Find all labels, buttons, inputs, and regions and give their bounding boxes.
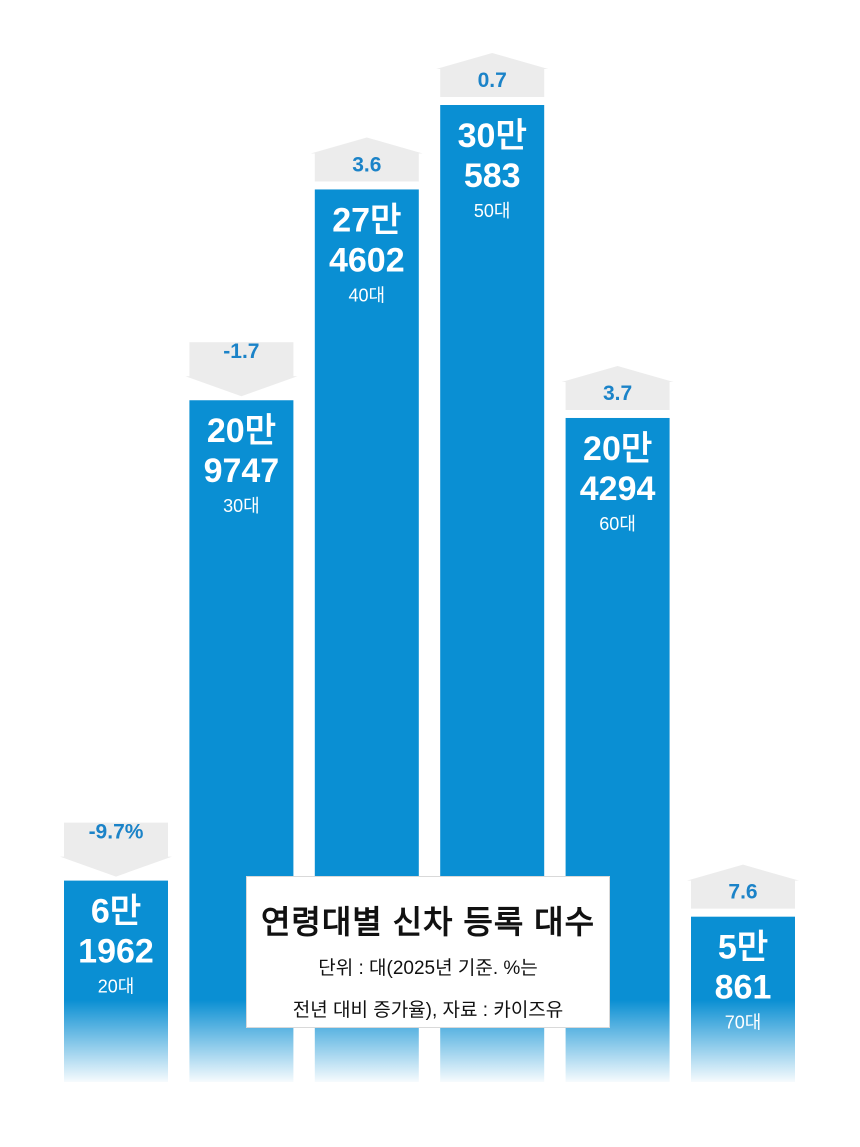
change-arrow-2: [310, 137, 423, 182]
change-arrow-1: [185, 342, 298, 397]
value-label-4-line1: 20만: [583, 430, 652, 468]
category-label-3: 50대: [474, 201, 511, 221]
change-label-5: 7.6: [728, 881, 757, 904]
category-label-0: 20대: [98, 977, 135, 997]
value-label-0-line1: 6만: [91, 893, 141, 931]
change-arrow-3: [436, 53, 549, 97]
chart-title: 연령대별 신차 등록 대수: [260, 904, 596, 940]
value-label-2-line1: 27만: [332, 201, 401, 239]
change-label-2: 3.6: [352, 153, 381, 176]
value-label-0-line2: 1962: [78, 933, 154, 971]
value-label-4-line2: 4294: [580, 470, 656, 508]
value-label-3-line1: 30만: [458, 117, 527, 155]
value-label-3-line2: 583: [464, 157, 521, 195]
value-label-2-line2: 4602: [329, 241, 405, 279]
chart-note-line-2: 전년 대비 증가율), 자료 : 카이즈유: [292, 1000, 564, 1021]
value-label-1-line1: 20만: [207, 412, 276, 450]
category-label-4: 60대: [599, 514, 636, 534]
chart-note-line-1: 단위 : 대(2025년 기준. %는: [318, 958, 538, 979]
change-label-4: 3.7: [603, 382, 632, 405]
change-label-1: -1.7: [223, 340, 259, 363]
change-arrow-0: [60, 822, 172, 877]
category-label-1: 30대: [223, 496, 260, 516]
change-arrow-5: [687, 864, 799, 909]
value-label-1-line2: 9747: [204, 452, 280, 490]
change-arrows-layer: [60, 53, 799, 909]
chart-title-box: 연령대별 신차 등록 대수 단위 : 대(2025년 기준. %는 전년 대비 …: [246, 876, 610, 1028]
value-label-5-line1: 5만: [718, 929, 768, 967]
change-label-3: 0.7: [478, 69, 507, 92]
change-arrow-4: [561, 365, 674, 410]
category-label-2: 40대: [349, 285, 386, 305]
change-label-0: -9.7%: [89, 821, 144, 844]
